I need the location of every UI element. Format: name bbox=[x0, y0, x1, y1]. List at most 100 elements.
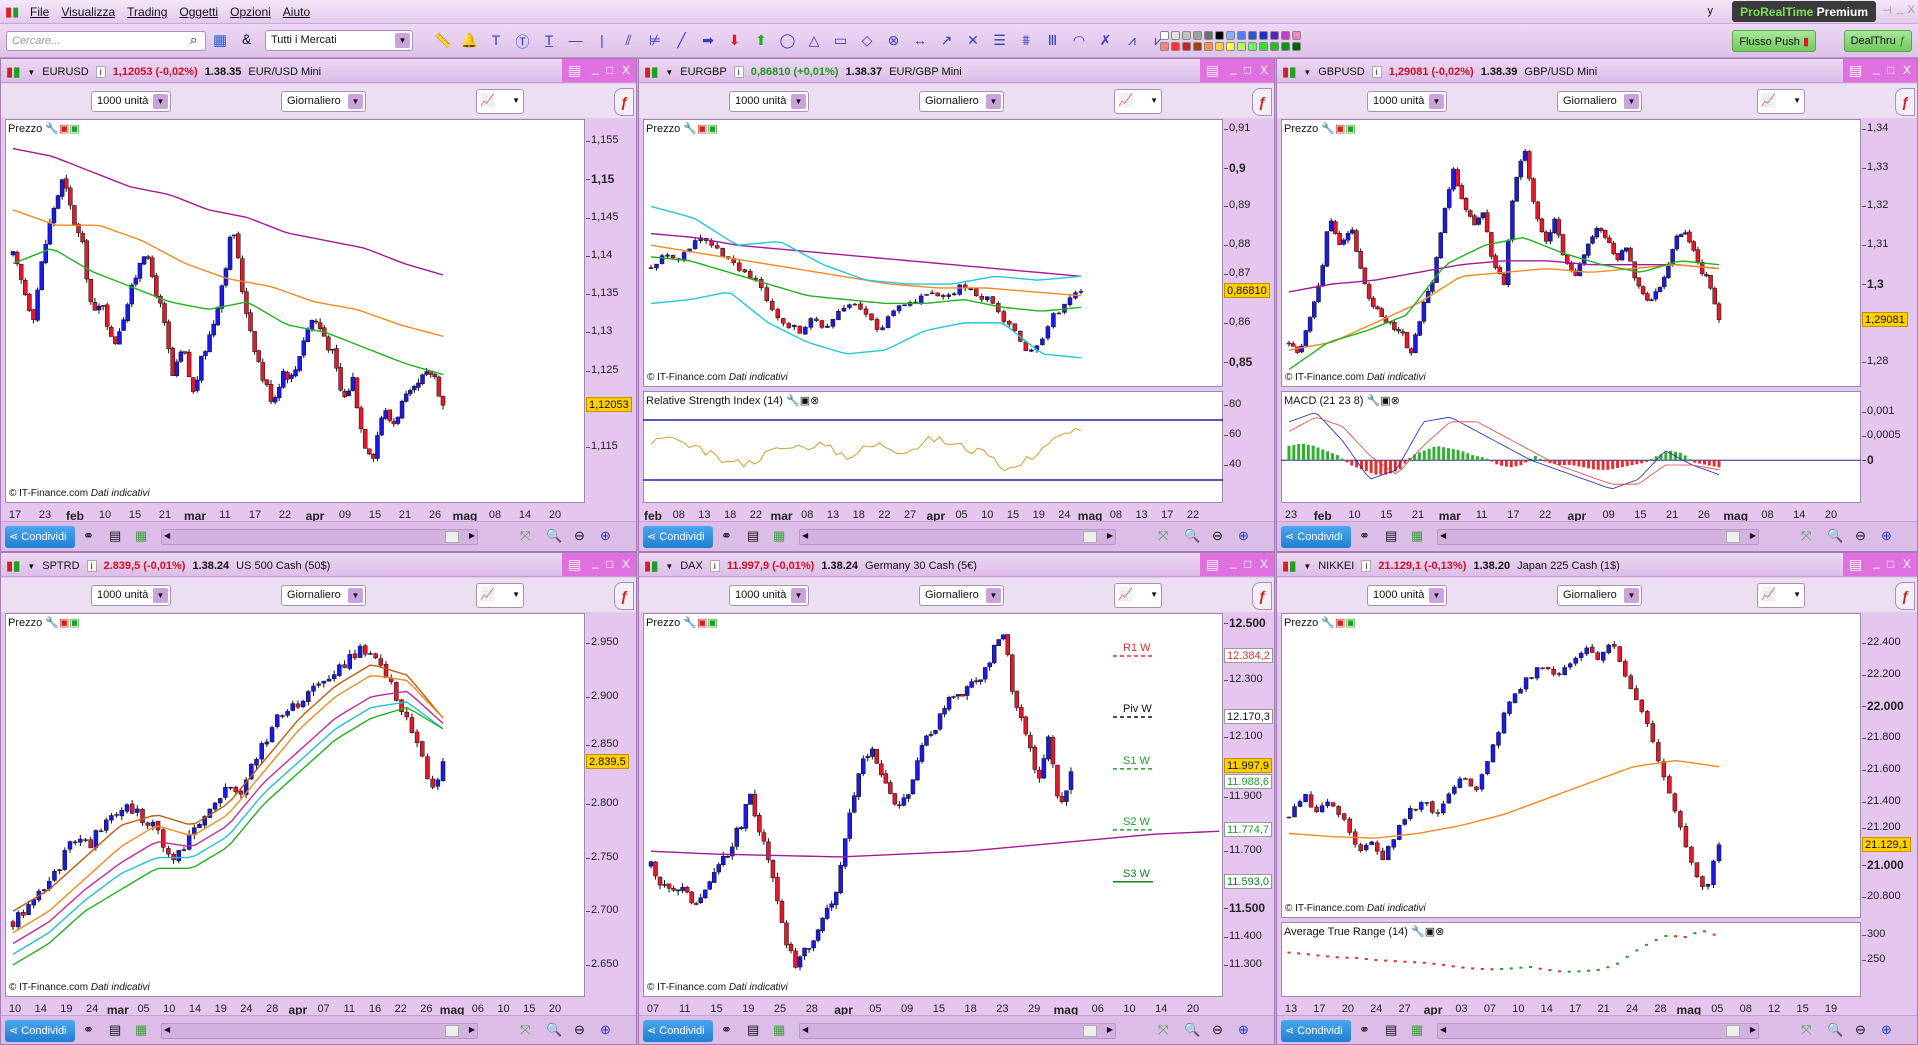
color-swatch[interactable] bbox=[1182, 42, 1191, 51]
chart-scrollbar[interactable]: ◀ ▶ bbox=[161, 529, 478, 545]
menu-visualizza[interactable]: Visualizza bbox=[61, 5, 116, 19]
minimize-button[interactable]: _ bbox=[1873, 61, 1880, 75]
wrench-icon[interactable]: 🔧 bbox=[45, 617, 60, 629]
arrow-right-icon[interactable]: ➡ bbox=[702, 32, 714, 48]
color-swatch[interactable] bbox=[1171, 42, 1180, 51]
diamond-icon[interactable]: ◇ bbox=[861, 32, 873, 48]
period-select[interactable]: Giornaliero ▼ bbox=[919, 585, 1004, 606]
auto-scale-icon[interactable]: ⤧ bbox=[1801, 1022, 1812, 1037]
text-icon[interactable]: T bbox=[491, 32, 501, 48]
color-swatch[interactable] bbox=[1204, 31, 1213, 40]
chart-plot[interactable] bbox=[1281, 613, 1861, 997]
minimize-button[interactable]: _ bbox=[1230, 555, 1237, 569]
close-indicator-icon[interactable]: ⊗ bbox=[810, 395, 820, 407]
wrench-icon[interactable]: 🔧 bbox=[683, 617, 698, 629]
symbol-name[interactable]: EURGBP bbox=[680, 66, 727, 78]
close-button[interactable]: X bbox=[622, 557, 631, 571]
scroll-left-icon[interactable]: ◀ bbox=[164, 1025, 171, 1034]
symbol-name[interactable]: SPTRD bbox=[42, 560, 80, 572]
scroll-left-icon[interactable]: ◀ bbox=[1440, 531, 1447, 540]
scroll-right-icon[interactable]: ▶ bbox=[1749, 531, 1756, 540]
maximize-button[interactable]: □ bbox=[1887, 63, 1895, 77]
zoom-in-icon[interactable]: ⊕ bbox=[1238, 1022, 1249, 1037]
indicators-button[interactable]: 📈 ▼ bbox=[476, 89, 524, 114]
zoom-vertical-icon[interactable]: 🔍 bbox=[1827, 528, 1844, 543]
chart-type-icon[interactable]: ⚭ bbox=[721, 1022, 732, 1037]
close-button[interactable]: X bbox=[1260, 557, 1269, 571]
order-book-icon[interactable]: ▦ bbox=[773, 1022, 786, 1037]
close-button[interactable]: X bbox=[1903, 557, 1912, 571]
keyboard-icon[interactable]: ▤ bbox=[1206, 556, 1220, 572]
symbol-dropdown-icon[interactable]: ▼ bbox=[1303, 67, 1312, 77]
close-button[interactable]: X bbox=[1260, 63, 1269, 77]
remove-indicator-icon[interactable]: ▣ bbox=[697, 617, 708, 629]
order-book-icon[interactable]: ▦ bbox=[135, 528, 148, 543]
color-swatch[interactable] bbox=[1292, 31, 1301, 40]
remove-indicator-icon[interactable]: ▣ bbox=[59, 617, 70, 629]
keyboard-icon[interactable]: ▤ bbox=[568, 556, 582, 572]
menu-opzioni[interactable]: Opzioni bbox=[230, 5, 271, 19]
channel-icon[interactable]: ⊭ bbox=[648, 32, 662, 48]
condividi-button[interactable]: ⋖ Condividi bbox=[643, 1020, 713, 1042]
wrench-icon[interactable]: 🔧 bbox=[45, 123, 60, 135]
color-swatch[interactable] bbox=[1182, 31, 1191, 40]
close-button[interactable]: X bbox=[1903, 63, 1912, 77]
scroll-thumb[interactable] bbox=[445, 531, 459, 543]
color-swatch[interactable] bbox=[1248, 42, 1257, 51]
scroll-right-icon[interactable]: ▶ bbox=[1106, 531, 1113, 540]
table-icon[interactable]: ▤ bbox=[109, 528, 122, 543]
color-swatch[interactable] bbox=[1281, 31, 1290, 40]
maximize-button[interactable]: □ bbox=[1887, 557, 1895, 571]
menu-aiuto[interactable]: Aiuto bbox=[282, 5, 311, 19]
auto-scale-icon[interactable]: ⤧ bbox=[1158, 528, 1169, 543]
scroll-thumb[interactable] bbox=[1083, 1025, 1097, 1037]
minimize-button[interactable]: _ bbox=[592, 61, 599, 75]
arc-icon[interactable]: ◠ bbox=[1072, 32, 1086, 48]
chart-plot[interactable] bbox=[1281, 119, 1861, 503]
condividi-button[interactable]: ⋖ Condividi bbox=[5, 1020, 75, 1042]
symbol-dropdown-icon[interactable]: ▼ bbox=[27, 67, 36, 77]
maximize-button[interactable]: □ bbox=[1244, 63, 1252, 77]
condividi-button[interactable]: ⋖ Condividi bbox=[5, 526, 75, 548]
zoom-vertical-icon[interactable]: 🔍 bbox=[1184, 528, 1201, 543]
color-swatch[interactable] bbox=[1215, 31, 1224, 40]
fibonacci-fan-icon[interactable]: ⩩ bbox=[1022, 32, 1030, 48]
trading-function-button[interactable]: ƒ bbox=[614, 582, 634, 610]
table-icon[interactable]: ▤ bbox=[747, 528, 760, 543]
ruler-icon[interactable]: 📏 bbox=[434, 32, 452, 48]
info-icon[interactable]: i bbox=[1371, 66, 1382, 78]
period-select[interactable]: Giornaliero ▼ bbox=[1557, 91, 1642, 112]
zoom-out-icon[interactable]: ⊖ bbox=[574, 1022, 585, 1037]
symbol-dropdown-icon[interactable]: ▼ bbox=[27, 561, 36, 571]
flusso-push-button[interactable]: Flusso Push ▮ bbox=[1732, 30, 1816, 52]
search-icon[interactable]: ⌕ bbox=[190, 32, 198, 47]
zoom-vertical-icon[interactable]: 🔍 bbox=[546, 528, 563, 543]
zoom-vertical-icon[interactable]: 🔍 bbox=[546, 1022, 563, 1037]
color-swatch[interactable] bbox=[1281, 42, 1290, 51]
info-icon[interactable]: i bbox=[733, 66, 744, 78]
trading-function-button[interactable]: ƒ bbox=[1252, 88, 1272, 116]
scroll-left-icon[interactable]: ◀ bbox=[802, 1025, 809, 1034]
auto-scale-icon[interactable]: ⤧ bbox=[520, 528, 531, 543]
table-icon[interactable]: ▤ bbox=[1385, 528, 1398, 543]
text-bubble-icon[interactable]: Ⓣ bbox=[515, 34, 530, 50]
chart-scrollbar[interactable]: ◀ ▶ bbox=[799, 529, 1116, 545]
close-indicator-icon[interactable]: ⊗ bbox=[1435, 926, 1445, 938]
color-swatch[interactable] bbox=[1237, 31, 1246, 40]
scroll-left-icon[interactable]: ◀ bbox=[164, 531, 171, 540]
market-select[interactable]: Tutti i Mercati ▼ bbox=[265, 30, 413, 51]
period-select[interactable]: Giornaliero ▼ bbox=[1557, 585, 1642, 606]
chart-plot[interactable] bbox=[5, 119, 585, 503]
info-icon[interactable]: i bbox=[95, 66, 106, 78]
trading-function-button[interactable]: ƒ bbox=[1252, 582, 1272, 610]
period-select[interactable]: Giornaliero ▼ bbox=[281, 91, 366, 112]
trend-line-icon[interactable]: ╱ bbox=[677, 32, 686, 48]
zoom-in-icon[interactable]: ⊕ bbox=[1881, 1022, 1892, 1037]
period-select[interactable]: Giornaliero ▼ bbox=[919, 91, 1004, 112]
minimize-button[interactable]: _ bbox=[592, 555, 599, 569]
scroll-thumb[interactable] bbox=[1726, 531, 1740, 543]
chart-scrollbar[interactable]: ◀ ▶ bbox=[161, 1023, 478, 1039]
x-shape-icon[interactable]: ⊗ bbox=[887, 32, 900, 48]
indicators-button[interactable]: 📈 ▼ bbox=[1757, 583, 1805, 608]
segment-icon[interactable]: ↔ bbox=[913, 32, 927, 48]
